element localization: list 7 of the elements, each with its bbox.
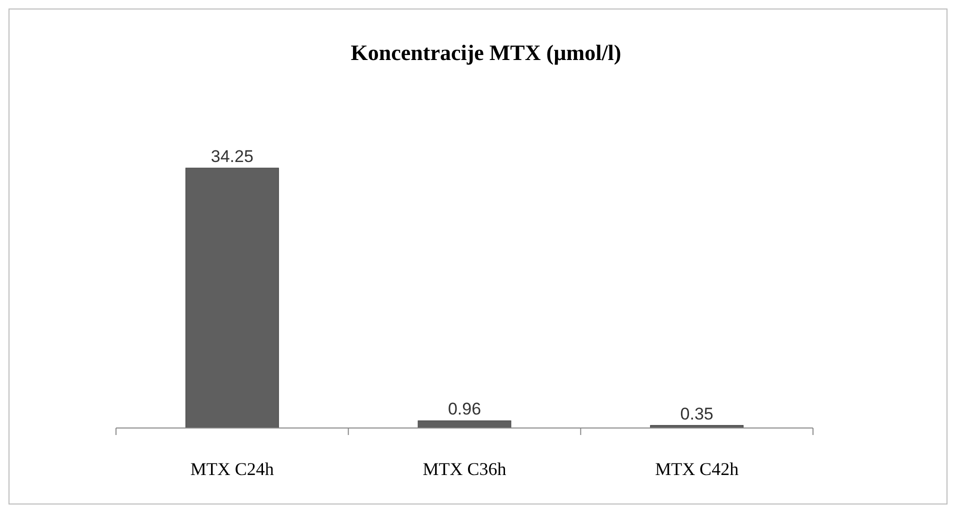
x-tick-label: MTX C24h	[190, 459, 274, 479]
chart-title: Koncentracije MTX (µmol/l)	[350, 40, 622, 65]
x-tick-label: MTX C42h	[655, 459, 739, 479]
data-label: 0.96	[448, 400, 482, 419]
data-label: 0.35	[680, 404, 714, 424]
x-tick-label: MTX C36h	[422, 459, 506, 479]
data-label: 34.25	[210, 147, 254, 166]
